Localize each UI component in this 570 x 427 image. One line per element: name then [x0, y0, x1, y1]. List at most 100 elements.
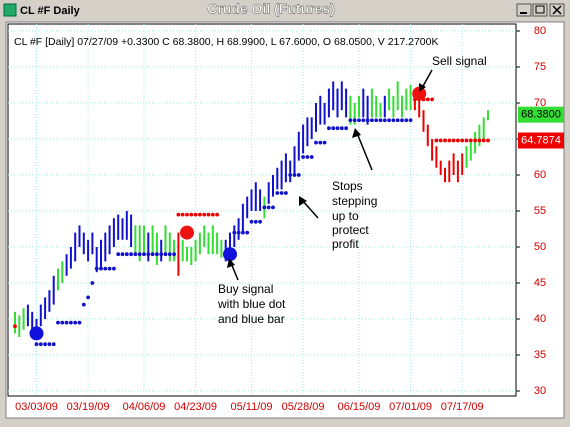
close-glyph — [552, 5, 562, 15]
signal-dot — [180, 225, 194, 240]
stop-dot — [245, 230, 250, 235]
stop-dot — [305, 155, 310, 159]
stop-dot — [232, 230, 237, 235]
stop-dot — [262, 205, 267, 210]
stop-dot — [378, 118, 383, 123]
y-tick-label: 45 — [534, 277, 546, 289]
stop-dot — [124, 252, 129, 257]
stop-dot — [103, 266, 108, 271]
stop-dot — [400, 118, 404, 123]
stop-dot — [296, 173, 301, 177]
stop-dot — [481, 138, 486, 143]
signal-dot — [223, 247, 237, 262]
stop-dot — [456, 138, 460, 143]
stop-dot — [309, 155, 314, 159]
stop-dot — [13, 324, 17, 329]
stop-dot — [318, 140, 323, 145]
stop-dot — [266, 205, 271, 210]
x-tick-label: 06/15/09 — [338, 401, 381, 413]
stop-dot — [258, 219, 262, 224]
stop-dot — [73, 320, 78, 325]
stop-dot — [120, 252, 125, 257]
price-tag — [518, 132, 564, 149]
stop-dot — [404, 118, 409, 123]
stop-dot — [34, 342, 39, 347]
stop-dot — [159, 252, 164, 257]
stop-dot — [180, 212, 185, 217]
header-text: CL #F [Daily] 07/27/09 +0.3300 C 68.3800… — [14, 36, 439, 48]
stops-annotation: Stops — [332, 179, 363, 193]
stop-dot — [425, 97, 430, 102]
stop-dot — [288, 173, 293, 177]
y-tick-label: 60 — [534, 169, 546, 181]
x-tick-label: 03/19/09 — [67, 401, 110, 413]
plot-area — [7, 23, 517, 397]
stop-dot — [56, 320, 60, 325]
stops-annotation: profit — [332, 237, 359, 251]
window-buttons[interactable] — [516, 3, 565, 17]
stop-dot — [51, 342, 56, 347]
stop-dot — [210, 212, 215, 217]
stop-dot — [112, 266, 116, 271]
price-tag-label: 68.3800 — [521, 109, 561, 121]
stop-dot — [241, 230, 245, 235]
price-tag-label: 64.7874 — [521, 134, 561, 146]
stop-dot — [43, 342, 47, 347]
x-tick-label: 05/28/09 — [282, 401, 325, 413]
stop-dot — [275, 191, 280, 195]
stop-dot — [408, 118, 413, 123]
stop-dot — [150, 252, 155, 257]
grid: 303540455055606570758003/03/0903/19/0904… — [8, 24, 546, 413]
y-tick-label: 40 — [534, 313, 546, 325]
minimize-button[interactable] — [516, 3, 532, 17]
stop-dot — [357, 118, 361, 123]
stop-dot — [468, 138, 473, 143]
stop-dot — [335, 126, 340, 131]
stop-dot — [47, 342, 52, 347]
stop-dot — [387, 118, 391, 123]
stop-dot — [253, 219, 258, 224]
stop-dot — [331, 126, 336, 131]
x-tick-label: 03/03/09 — [15, 401, 58, 413]
stop-dot — [38, 342, 43, 347]
x-tick-label: 04/23/09 — [174, 401, 217, 413]
arrow-head — [419, 83, 426, 92]
stop-dot — [90, 281, 95, 285]
stop-dot — [352, 118, 357, 123]
stop-dot — [94, 266, 99, 271]
stop-dot — [176, 212, 181, 217]
stop-dot — [193, 212, 198, 217]
signal-dot — [29, 326, 44, 341]
y-tick-label: 55 — [534, 205, 546, 217]
arrow-head — [352, 128, 361, 138]
x-tick-label: 05/11/09 — [230, 401, 272, 413]
stop-dot — [443, 138, 447, 143]
arrow-line — [301, 199, 319, 219]
stop-dot — [172, 252, 177, 257]
stop-dot — [322, 140, 327, 145]
stop-dot — [460, 138, 465, 143]
stop-dot — [215, 212, 220, 217]
buy-annotation: Buy signal — [218, 282, 273, 296]
stop-dot — [374, 118, 379, 123]
stops-annotation: protect — [332, 223, 369, 237]
stop-dot — [339, 126, 344, 131]
stop-dot — [116, 252, 121, 257]
maximize-glyph — [535, 5, 545, 14]
y-tick-label: 75 — [534, 61, 546, 73]
chart-title: Crude Oil (Futures) — [207, 1, 335, 17]
window-icon — [3, 3, 17, 17]
stop-dot — [163, 252, 168, 257]
annotations: Sell signal Stops stepping up to protect… — [217, 54, 487, 326]
price-tag — [518, 106, 564, 123]
y-tick-label: 80 — [534, 25, 546, 37]
stop-dot — [155, 252, 159, 257]
stop-dot — [430, 97, 434, 102]
y-tick-label: 70 — [534, 97, 546, 109]
stop-dot — [361, 118, 366, 123]
stop-dot — [206, 212, 211, 217]
stop-dot — [271, 205, 275, 210]
stop-dot — [348, 118, 353, 123]
